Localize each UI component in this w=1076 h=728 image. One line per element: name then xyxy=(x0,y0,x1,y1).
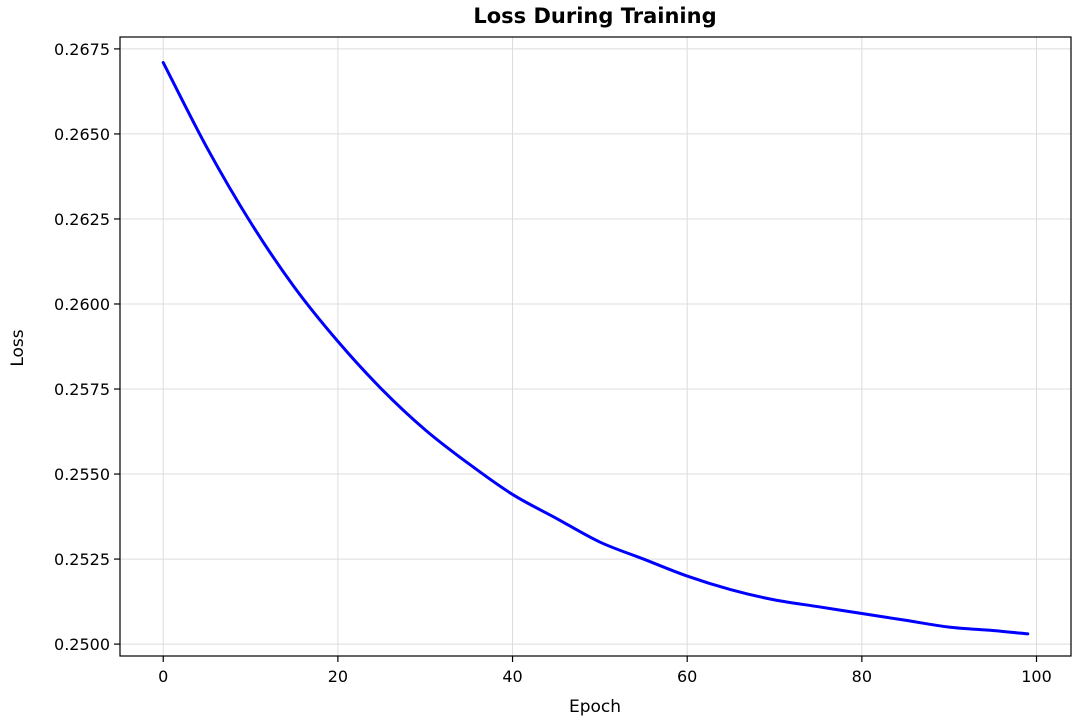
x-tick-label: 20 xyxy=(328,667,348,686)
loss-series-line xyxy=(161,61,1030,636)
x-tick-label: 60 xyxy=(677,667,697,686)
y-tick-label: 0.2500 xyxy=(54,635,110,654)
x-tick-label: 80 xyxy=(852,667,872,686)
y-tick-label: 0.2600 xyxy=(54,295,110,314)
plot-frame xyxy=(119,36,1072,657)
x-tick-label: 40 xyxy=(502,667,522,686)
y-tick-label: 0.2625 xyxy=(54,210,110,229)
y-tick-label: 0.2675 xyxy=(54,40,110,59)
y-tick-label: 0.2575 xyxy=(54,380,110,399)
y-tick-label: 0.2550 xyxy=(54,465,110,484)
grid-layer xyxy=(120,37,1071,656)
tick-layer: 0 20 40 60 80 100 0.2500 0.2525 0.2550 0.2575 0.26… xyxy=(54,40,1052,686)
y-axis-label: Loss xyxy=(8,329,28,366)
series-layer xyxy=(161,61,1030,636)
chart-title: Loss During Training xyxy=(473,4,716,28)
x-axis-label: Epoch xyxy=(569,697,621,717)
y-tick-label: 0.2650 xyxy=(54,125,110,144)
x-tick-label: 0 xyxy=(158,667,168,686)
y-tick-label: 0.2525 xyxy=(54,550,110,569)
x-tick-label: 100 xyxy=(1021,667,1052,686)
